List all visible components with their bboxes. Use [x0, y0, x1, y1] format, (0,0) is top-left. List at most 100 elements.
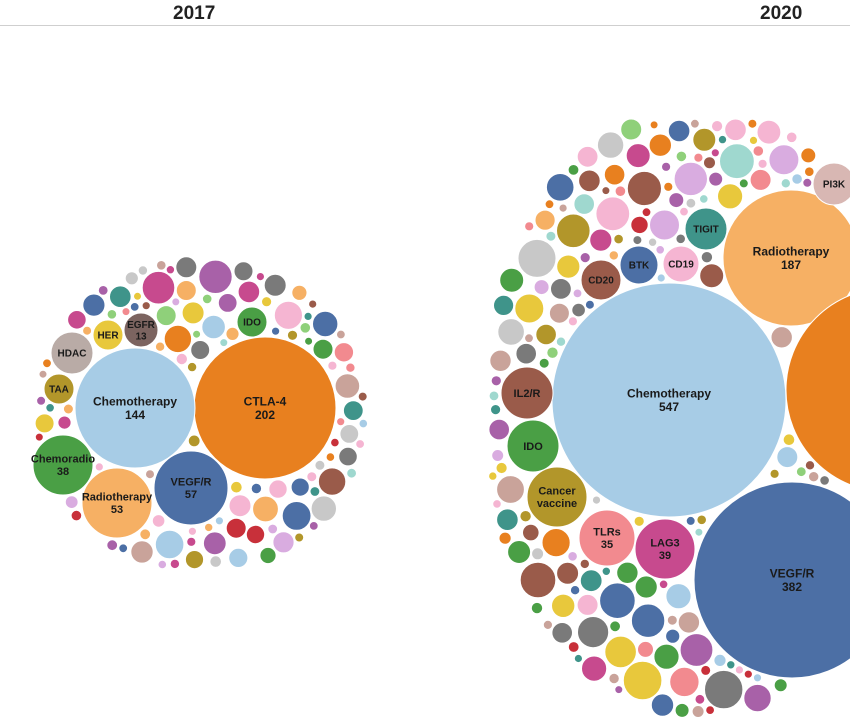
filler-bubble: [175, 256, 198, 279]
filler-bubble: [531, 547, 545, 561]
filler-bubble: [255, 272, 265, 282]
filler-bubble: [219, 338, 229, 348]
filler-bubble: [175, 280, 197, 301]
filler-bubble: [157, 559, 168, 570]
bubble-label: VEGF/R: [171, 477, 212, 489]
filler-bubble: [309, 486, 321, 497]
filler-bubble: [756, 119, 782, 145]
filler-bubble: [225, 517, 247, 539]
filler-bubble: [614, 185, 627, 197]
bubble-ido: [506, 419, 560, 473]
filler-bubble: [571, 302, 586, 318]
filler-bubble: [358, 418, 369, 429]
filler-bubble: [656, 273, 666, 283]
bubble-value: 57: [185, 489, 197, 501]
filler-bubble: [141, 301, 151, 311]
filler-bubble: [674, 702, 690, 718]
filler-bubble: [724, 118, 747, 142]
filler-bubble: [576, 145, 599, 168]
filler-bubble: [545, 230, 557, 242]
filler-bubble: [535, 323, 557, 346]
filler-bubble: [202, 531, 227, 556]
filler-bubble: [139, 528, 152, 541]
filler-bubble: [327, 360, 338, 371]
bubble-value: 53: [111, 504, 123, 516]
bubble-chemoradio: [32, 434, 94, 496]
filler-bubble: [336, 329, 346, 340]
bubble-value: 202: [255, 408, 275, 422]
filler-bubble: [692, 127, 717, 152]
filler-bubble: [770, 326, 793, 349]
filler-bubble: [181, 301, 205, 325]
filler-bubble: [791, 173, 803, 185]
bubble-label: Radiotherapy: [82, 492, 153, 504]
filler-bubble: [109, 285, 132, 309]
bubble-egfr: [123, 312, 159, 348]
filler-bubble: [699, 194, 709, 204]
filler-bubble: [589, 228, 613, 252]
filler-bubble: [550, 278, 572, 300]
filler-bubble: [488, 471, 498, 481]
filler-bubble: [546, 346, 559, 359]
bubble-label: IDO: [243, 318, 261, 329]
filler-bubble: [190, 340, 211, 360]
filler-bubble: [573, 193, 596, 215]
bubble-label: vaccine: [537, 498, 577, 510]
bubble-il2-r: [500, 366, 554, 420]
filler-bubble: [699, 263, 725, 289]
bubble-label: TLRs: [593, 527, 621, 539]
filler-bubble: [106, 539, 119, 552]
filler-bubble: [768, 144, 800, 176]
filler-bubble: [492, 499, 502, 509]
filler-bubble: [665, 628, 681, 644]
filler-bubble: [700, 664, 712, 676]
filler-bubble: [595, 196, 631, 232]
filler-bubble: [551, 593, 576, 618]
filler-bubble: [336, 417, 346, 427]
filler-bubble: [633, 515, 645, 527]
filler-bubble: [685, 515, 696, 526]
filler-bubble: [705, 705, 715, 715]
filler-bubble: [496, 508, 519, 532]
filler-bubble: [169, 558, 181, 570]
bubble-radiotherapy: [81, 467, 153, 539]
filler-bubble: [603, 163, 626, 186]
filler-bubble: [567, 641, 580, 653]
filler-bubble: [655, 245, 666, 255]
filler-bubble: [333, 342, 355, 363]
bubble-label: CTLA-4: [244, 394, 287, 408]
filler-bubble: [171, 297, 181, 307]
filler-bubble: [694, 527, 704, 537]
filler-bubble: [186, 361, 198, 373]
filler-bubble: [286, 329, 299, 341]
bubble-label: CD20: [588, 276, 614, 287]
filler-bubble: [567, 551, 578, 562]
filler-bubble: [576, 593, 599, 616]
filler-bubble: [497, 318, 525, 346]
filler-bubble: [795, 466, 807, 478]
bubble-unlabeled: [785, 294, 850, 486]
filler-bubble: [748, 135, 759, 145]
filler-bubble: [622, 660, 663, 701]
filler-bubble: [294, 532, 305, 543]
filler-bubble: [804, 460, 816, 471]
bubble-label: BTK: [629, 261, 650, 272]
filler-bubble: [42, 358, 52, 369]
filler-bubble: [522, 523, 540, 542]
filler-bubble: [491, 449, 505, 462]
bubble-label: EGFR: [127, 320, 156, 331]
bubble-label: VEGF/R: [770, 566, 815, 580]
filler-bubble: [785, 131, 798, 144]
bubble-value: 13: [135, 331, 147, 342]
filler-bubble: [577, 616, 610, 649]
filler-bubble: [519, 561, 557, 599]
filler-bubble: [679, 206, 689, 217]
filler-bubble: [308, 521, 319, 531]
bubble-label: IL2/R: [514, 388, 541, 400]
bubble-label: IDO: [523, 441, 543, 453]
filler-bubble: [334, 373, 361, 399]
filler-bubble: [719, 143, 755, 180]
filler-bubble: [57, 415, 72, 430]
filler-bubble: [614, 685, 624, 695]
